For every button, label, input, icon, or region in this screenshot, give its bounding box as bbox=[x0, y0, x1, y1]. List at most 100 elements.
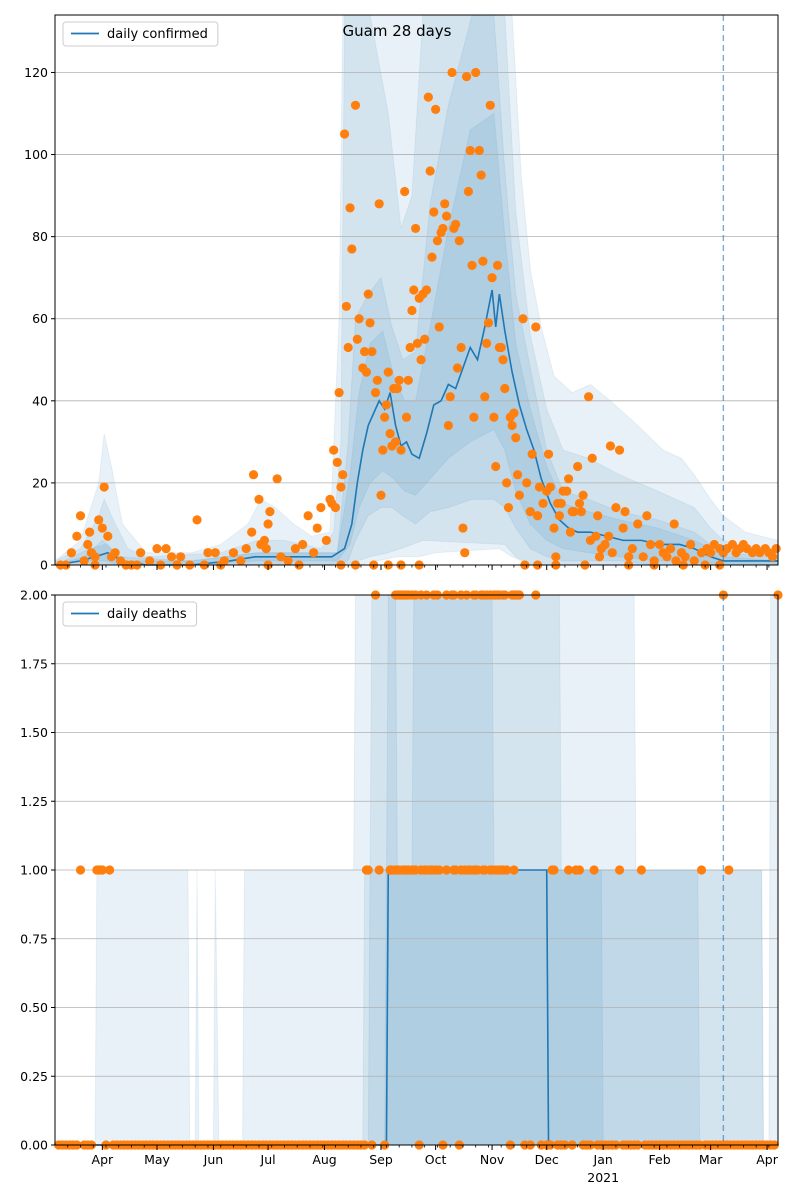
confirmed-point bbox=[380, 412, 390, 422]
confirmed-point bbox=[66, 548, 76, 558]
confirmed-point bbox=[372, 375, 382, 385]
confirmed-point bbox=[343, 342, 353, 353]
deaths-point bbox=[75, 865, 86, 875]
confirmed-point bbox=[556, 498, 566, 509]
confirmed-point bbox=[543, 449, 554, 459]
x-axis-year-label: 2021 bbox=[587, 1170, 619, 1185]
confirmed-point bbox=[97, 523, 107, 533]
confirmed-point bbox=[563, 474, 574, 484]
confirmed-ytick-label: 20 bbox=[32, 475, 48, 490]
confirmed-point bbox=[345, 203, 355, 213]
x-tick-label: May bbox=[144, 1152, 170, 1167]
confirmed-point bbox=[420, 334, 430, 344]
confirmed-point bbox=[454, 236, 464, 246]
confirmed-point bbox=[254, 494, 264, 504]
confirmed-point bbox=[352, 334, 362, 344]
deaths-point bbox=[441, 865, 452, 875]
confirmed-point bbox=[447, 67, 457, 78]
confirmed-point bbox=[347, 244, 357, 254]
deaths-point bbox=[724, 865, 734, 875]
confirmed-point bbox=[614, 445, 625, 455]
confirmed-axes-frame bbox=[54, 14, 779, 566]
confirmed-point bbox=[236, 556, 246, 566]
confirmed-point bbox=[624, 552, 634, 562]
confirmed-point bbox=[593, 511, 603, 521]
confirmed-point bbox=[192, 515, 202, 525]
confirmed-point bbox=[438, 223, 448, 234]
confirmed-point bbox=[545, 482, 555, 492]
confirmed-point bbox=[290, 543, 300, 554]
confirmed-point bbox=[354, 314, 364, 324]
confirmed-point bbox=[332, 457, 342, 467]
confirmed-point bbox=[680, 552, 690, 562]
deaths-ytick-label: 1.50 bbox=[20, 725, 48, 740]
x-tick-label: Jul bbox=[260, 1152, 276, 1167]
confirmed-point bbox=[276, 552, 286, 562]
confirmed-point bbox=[309, 548, 319, 558]
confirmed-point bbox=[627, 543, 637, 554]
confirmed-ytick-label: 60 bbox=[32, 311, 48, 326]
confirmed-point bbox=[298, 539, 308, 550]
confirmed-point bbox=[618, 523, 628, 533]
confirmed-point bbox=[416, 355, 426, 365]
confirmed-point bbox=[374, 199, 384, 209]
confirmed-legend-label: daily confirmed bbox=[107, 27, 208, 42]
confirmed-point bbox=[549, 523, 559, 533]
confirmed-point bbox=[604, 531, 614, 541]
confirmed-point bbox=[330, 502, 341, 513]
confirmed-point bbox=[241, 543, 251, 554]
confirmed-ytick-label: 120 bbox=[24, 65, 48, 80]
confirmed-point bbox=[452, 363, 463, 373]
confirmed-point bbox=[485, 100, 495, 110]
deaths-point bbox=[696, 865, 707, 875]
x-tick-label: Apr bbox=[92, 1152, 114, 1167]
confirmed-point bbox=[432, 236, 443, 246]
confirmed-point bbox=[440, 199, 450, 209]
confirmed-point bbox=[367, 346, 377, 357]
confirmed-point bbox=[365, 318, 375, 328]
confirmed-point bbox=[474, 145, 484, 156]
confirmed-point bbox=[99, 482, 109, 492]
deaths-point bbox=[574, 865, 585, 875]
confirmed-point bbox=[638, 552, 648, 562]
deaths-ytick-label: 0.00 bbox=[20, 1138, 48, 1153]
confirmed-point bbox=[72, 531, 82, 541]
deaths-point bbox=[502, 865, 512, 875]
x-tick-label: Dec bbox=[535, 1152, 559, 1167]
confirmed-point bbox=[445, 392, 455, 402]
confirmed-point bbox=[429, 207, 439, 217]
confirmed-point bbox=[562, 486, 572, 496]
confirmed-point bbox=[247, 527, 257, 537]
x-tick-label: Sep bbox=[369, 1152, 393, 1167]
confirmed-point bbox=[620, 507, 630, 517]
x-tick-label: Apr bbox=[756, 1152, 778, 1167]
confirmed-point bbox=[463, 186, 473, 197]
confirmed-point bbox=[103, 531, 113, 541]
confirmed-point bbox=[161, 543, 171, 554]
confirmed-point bbox=[427, 252, 437, 262]
confirmed-point bbox=[605, 441, 616, 451]
confirmed-point bbox=[434, 322, 444, 332]
confirmed-point bbox=[489, 412, 499, 422]
deaths-legend-box bbox=[62, 601, 198, 627]
deaths-point bbox=[614, 865, 625, 875]
confirmed-point bbox=[378, 445, 388, 455]
x-axis: Apr May Jun Jul Aug Sep Oct Nov Dec Jan Feb Mar Apr bbox=[92, 565, 779, 1167]
confirmed-point bbox=[423, 92, 433, 102]
deaths-ytick-label: 1.25 bbox=[20, 794, 48, 809]
confirmed-point bbox=[110, 548, 120, 558]
confirmed-point bbox=[385, 429, 395, 439]
confirmed-point bbox=[642, 511, 652, 521]
x-tick-label: Mar bbox=[699, 1152, 723, 1167]
confirmed-point bbox=[771, 543, 781, 554]
deaths-legend-label: daily deaths bbox=[107, 607, 187, 622]
confirmed-point bbox=[376, 490, 386, 500]
confirmed-point bbox=[465, 145, 475, 156]
confirmed-point bbox=[487, 273, 497, 283]
confirmed-point bbox=[334, 388, 344, 398]
confirmed-point bbox=[574, 498, 585, 509]
confirmed-point bbox=[441, 211, 452, 221]
confirmed-point bbox=[405, 342, 415, 353]
confirmed-point bbox=[491, 461, 501, 472]
